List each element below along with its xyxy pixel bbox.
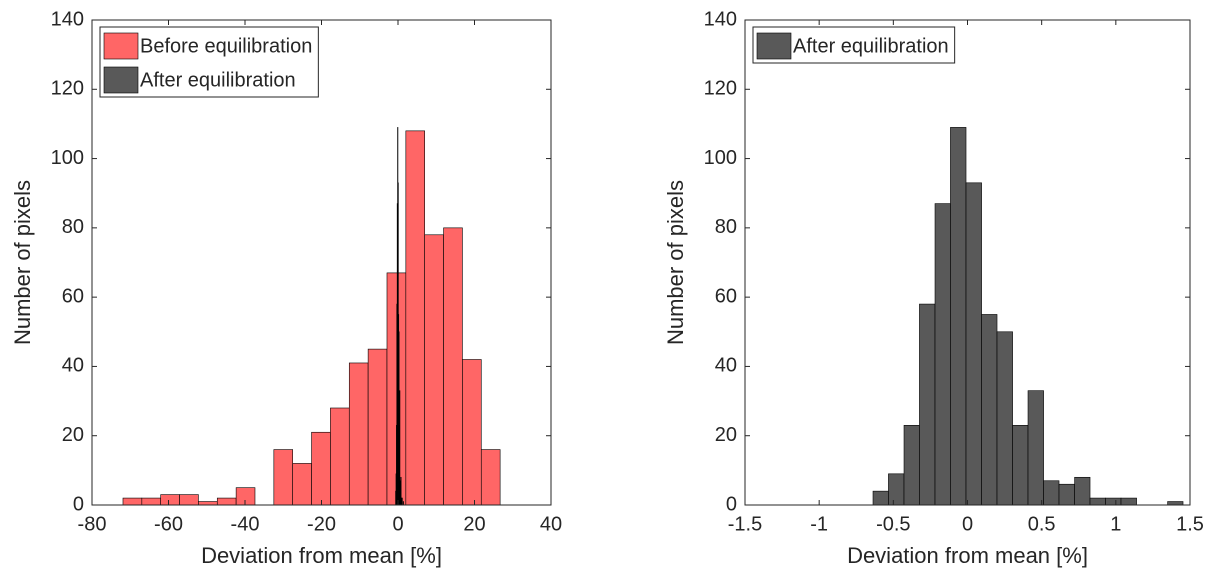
legend-label: After equilibration — [793, 35, 949, 57]
y-tick-label: 60 — [62, 285, 84, 307]
bar — [888, 474, 904, 505]
bar — [982, 314, 997, 505]
legend: After equilibration — [753, 27, 955, 63]
bar — [919, 304, 935, 505]
bar — [1044, 481, 1059, 505]
bar — [935, 204, 950, 505]
bar — [481, 450, 500, 505]
y-tick-label: 60 — [715, 285, 737, 307]
bar — [198, 502, 217, 505]
bar — [330, 408, 349, 505]
bar — [293, 463, 312, 505]
legend-swatch — [104, 67, 138, 93]
bar — [274, 450, 293, 505]
y-tick-label: 40 — [715, 355, 737, 377]
bar — [349, 363, 368, 505]
bar — [873, 491, 888, 505]
x-tick-label: 20 — [463, 513, 485, 535]
y-axis-label: Number of pixels — [663, 180, 688, 345]
y-tick-label: 20 — [715, 424, 737, 446]
y-tick-label: 40 — [62, 355, 84, 377]
bar — [180, 495, 199, 505]
bar — [904, 425, 919, 505]
bar — [1106, 498, 1121, 505]
legend-swatch — [757, 33, 791, 59]
bar — [1059, 484, 1075, 505]
bar — [462, 360, 481, 506]
bar — [161, 495, 180, 505]
bar — [444, 228, 463, 505]
bar — [368, 349, 387, 505]
bar — [1013, 425, 1028, 505]
x-tick-label: -20 — [307, 513, 336, 535]
bar — [217, 498, 236, 505]
bar — [950, 127, 966, 505]
bar — [123, 498, 142, 505]
y-tick-label: 80 — [62, 216, 84, 238]
x-tick-label: -60 — [154, 513, 183, 535]
bar — [1121, 498, 1137, 505]
x-axis-label: Deviation from mean [%] — [847, 543, 1088, 568]
y-tick-label: 100 — [704, 147, 737, 169]
x-tick-label: 0 — [392, 513, 403, 535]
y-tick-label: 80 — [715, 216, 737, 238]
bar — [1028, 391, 1044, 505]
y-tick-label: 140 — [51, 8, 84, 30]
x-tick-label: 1.5 — [1176, 513, 1204, 535]
bar — [997, 332, 1013, 505]
bar — [1090, 498, 1106, 505]
x-tick-label: -40 — [231, 513, 260, 535]
legend-label: After equilibration — [140, 69, 296, 91]
legend-swatch — [104, 33, 138, 59]
y-tick-label: 0 — [73, 493, 84, 515]
y-tick-label: 140 — [704, 8, 737, 30]
bar — [236, 488, 255, 505]
x-tick-label: 0 — [962, 513, 973, 535]
bar — [966, 183, 982, 505]
x-tick-label: -1.5 — [728, 513, 762, 535]
y-tick-label: 0 — [726, 493, 737, 515]
axes: 0 20 40 60 80 100 120 140 -80 -60 -40 -20 0 20 40 Devia… — [10, 8, 562, 568]
x-tick-label: -80 — [78, 513, 107, 535]
y-axis-label: Number of pixels — [10, 180, 35, 345]
bar — [1168, 502, 1183, 505]
bar — [406, 131, 425, 505]
x-tick-label: -1 — [810, 513, 828, 535]
x-tick-label: 1 — [1110, 513, 1121, 535]
x-tick-label: 0.5 — [1028, 513, 1056, 535]
x-axis-label: Deviation from mean [%] — [201, 543, 442, 568]
y-tick-label: 120 — [704, 78, 737, 100]
bar — [142, 498, 161, 505]
y-tick-label: 120 — [51, 78, 84, 100]
y-tick-label: 100 — [51, 147, 84, 169]
legend: Before equilibration After equilibration — [100, 27, 318, 97]
axes: 0 20 40 60 80 100 120 140 -1.5 -1 -0.5 0 0.5 1 1.5 Devi… — [663, 8, 1204, 568]
x-tick-label: 40 — [540, 513, 562, 535]
legend-label: Before equilibration — [140, 35, 312, 57]
y-tick-label: 20 — [62, 424, 84, 446]
bar — [1075, 477, 1090, 505]
x-tick-label: -0.5 — [876, 513, 910, 535]
bar — [425, 235, 444, 505]
bar — [312, 432, 331, 505]
